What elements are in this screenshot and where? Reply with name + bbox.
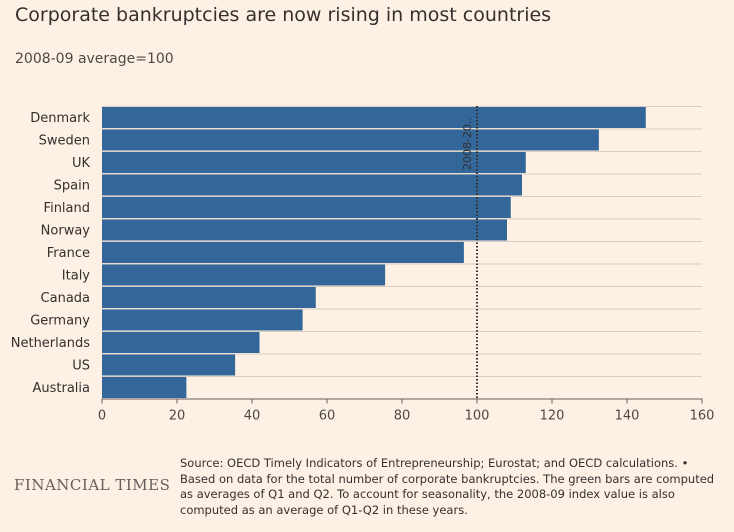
- category-label: US: [72, 359, 90, 374]
- x-tick-label: 100: [465, 409, 490, 424]
- source-note: Source: OECD Timely Indicators of Entrep…: [180, 456, 715, 517]
- category-label: Spain: [54, 179, 90, 194]
- bar: [102, 332, 260, 353]
- x-tick-label: 60: [319, 409, 336, 424]
- bar: [102, 174, 522, 196]
- category-label: Germany: [30, 314, 90, 329]
- bar: [102, 129, 599, 151]
- x-tick-label: 120: [540, 409, 565, 424]
- x-tick-label: 160: [690, 409, 715, 424]
- ft-logo: FINANCIAL TIMES: [14, 476, 171, 494]
- bar: [102, 107, 646, 128]
- bar: [102, 309, 303, 331]
- bar: [102, 377, 187, 398]
- category-label: Finland: [44, 201, 90, 216]
- category-label: Australia: [32, 381, 90, 396]
- chart-title: Corporate bankruptcies are now rising in…: [15, 4, 552, 26]
- x-tick-label: 0: [98, 409, 106, 424]
- bar: [102, 197, 511, 218]
- bar: [102, 264, 386, 286]
- bar: [102, 242, 464, 263]
- category-label: Norway: [41, 224, 91, 239]
- reference-line-label: 2008-20..: [461, 117, 474, 170]
- category-label: France: [47, 246, 90, 261]
- category-label: Italy: [62, 269, 91, 284]
- bar: [102, 219, 507, 241]
- bar-chart: Denmark Sweden UK Spain Finland Norway France I…: [11, 106, 715, 424]
- bar: [102, 354, 236, 376]
- x-tick-label: 80: [394, 409, 411, 424]
- bar: [102, 152, 526, 173]
- x-tick-label: 140: [615, 409, 640, 424]
- category-label: UK: [72, 156, 91, 171]
- category-label: Denmark: [30, 111, 90, 126]
- bar: [102, 287, 316, 308]
- chart-subtitle: 2008-09 average=100: [15, 51, 174, 67]
- x-tick-label: 40: [244, 409, 261, 424]
- category-label: Sweden: [39, 134, 90, 149]
- category-label: Netherlands: [11, 336, 90, 351]
- x-tick-label: 20: [169, 409, 186, 424]
- category-label: Canada: [41, 291, 90, 306]
